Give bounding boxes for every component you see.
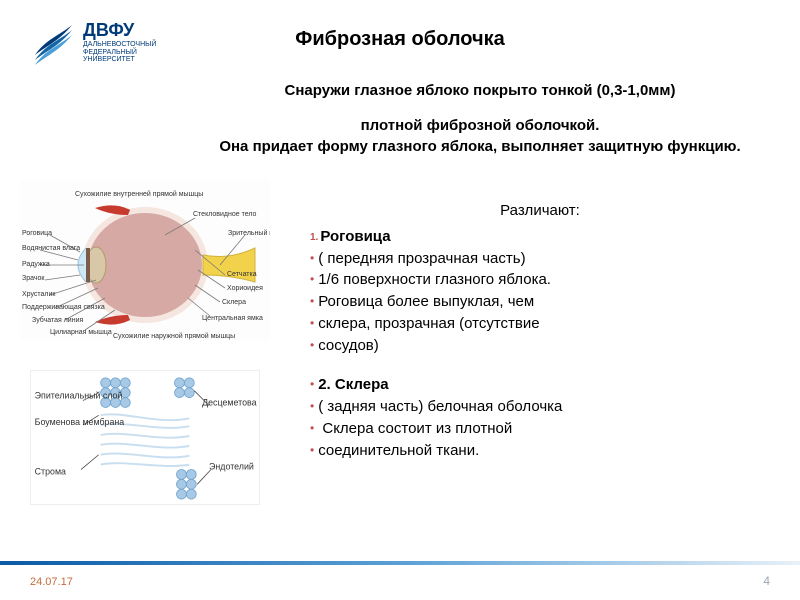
item1-line4: сосудов)	[310, 335, 770, 357]
lbl-ciliary: Цилиарная мышца	[50, 329, 112, 336]
lbl-tendon-outer: Сухожилие наружной прямой мышцы	[113, 332, 235, 340]
lbl-lens: Хрусталик	[22, 291, 56, 298]
item1-line1: 1/6 поверхности глазного яблока.	[310, 269, 770, 291]
lbl-aqueous: Водянистая влага	[22, 245, 80, 252]
cornea-layers-diagram: Эпителиальный слой Боуменова мембрана Ст…	[30, 370, 260, 505]
lbl-zonule: Зубчатая линия	[32, 316, 83, 324]
footer-divider	[0, 561, 800, 565]
footer-date: 24.07.17	[30, 576, 73, 588]
lbl-endothelium: Эндотелий	[209, 462, 254, 472]
lbl-pupil: Зрачок	[22, 275, 45, 282]
lbl-cornea: Роговица	[22, 230, 52, 237]
eye-cross-section-diagram: Сухожилие внутренней прямой мышцы Стекло…	[20, 180, 270, 340]
lbl-choroid: Хориоидея	[227, 285, 263, 292]
lbl-optic: Зрительный нерв	[228, 229, 270, 237]
intro-line1: Снаружи глазное яблоко покрыто тонкой (0…	[200, 80, 760, 101]
lbl-retina: Сетчатка	[227, 271, 257, 278]
lbl-bowman: Боуменова мембрана	[35, 417, 125, 427]
lbl-descemet: Десцеметова мембрана	[202, 397, 259, 407]
item2-title: 2. Склера	[310, 374, 770, 396]
content-body: Различают: Роговица ( передняя прозрачна…	[310, 200, 770, 461]
lbl-epithelium: Эпителиальный слой	[35, 391, 123, 401]
item2-line1: Склера состоит из плотной	[310, 418, 770, 440]
item1-title: Роговица	[310, 226, 770, 248]
lbl-sclera: Склера	[222, 299, 246, 306]
lbl-fovea: Центральная ямка	[202, 315, 263, 322]
page-number: 4	[763, 574, 770, 588]
slide-title: Фиброзная оболочка	[0, 28, 800, 51]
item1-line3: склера, прозрачная (отсутствие	[310, 313, 770, 335]
lbl-suspensory: Поддерживающая связка	[22, 304, 105, 311]
intro-line2: плотной фиброзной оболочкой.	[200, 115, 760, 136]
lbl-iris: Радужка	[22, 261, 50, 268]
lbl-vitreous: Стекловидное тело	[193, 211, 257, 218]
lbl-stroma: Строма	[35, 466, 66, 476]
item1-line0: ( передняя прозрачная часть)	[310, 248, 770, 270]
lbl-tendon-inner: Сухожилие внутренней прямой мышцы	[75, 190, 203, 198]
intro-text: Снаружи глазное яблоко покрыто тонкой (0…	[200, 80, 760, 157]
item1-line2: Роговица более выпуклая, чем	[310, 291, 770, 313]
distinguish-heading: Различают:	[310, 200, 770, 222]
intro-line3: Она придает форму глазного яблока, выпол…	[200, 136, 760, 157]
logo-sub3: УНИВЕРСИТЕТ	[83, 56, 156, 64]
item2-line2: соединительной ткани.	[310, 440, 770, 462]
item2-line0: ( задняя часть) белочная оболочка	[310, 396, 770, 418]
